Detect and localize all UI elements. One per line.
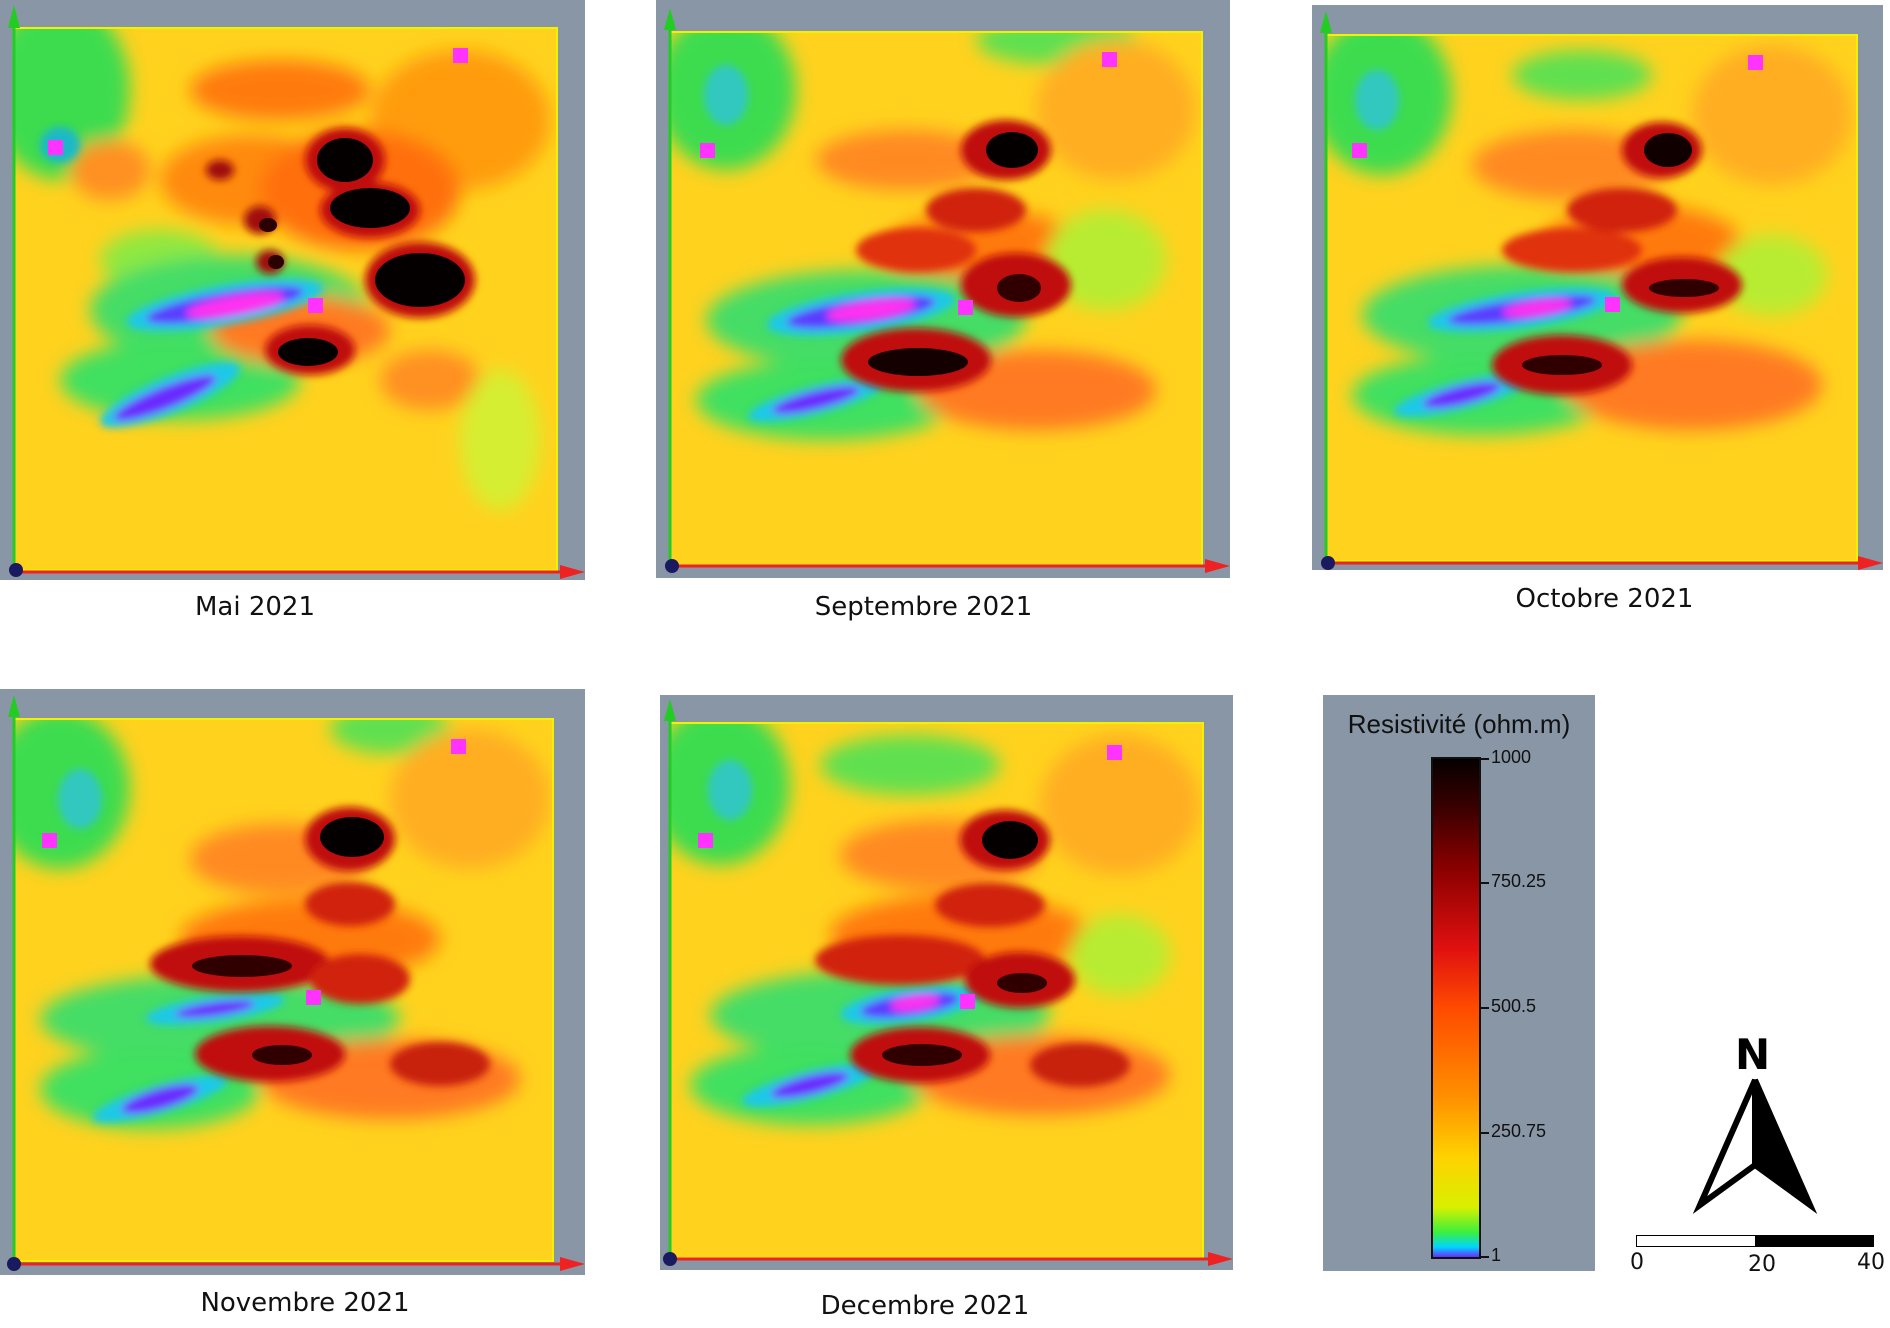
legend-color-ramp [1431,757,1481,1259]
resistivity-map-novembre [7,695,585,1271]
panel-caption-septembre: Septembre 2021 [814,592,1033,622]
resistivity-map-octobre [1320,11,1883,570]
legend-tick-mark [1479,882,1489,884]
scale-bar [1636,1235,1874,1247]
legend-tick-label: 500.5 [1491,996,1537,1016]
resistivity-map-septembre [664,8,1230,573]
legend-tick-mark [1479,1007,1489,1009]
scale-bar-segment-white [1637,1236,1755,1246]
legend-tick-label: 750.25 [1491,871,1547,891]
map-panel-decembre [660,695,1233,1270]
legend-tick-mark [1479,1256,1489,1258]
map-panel-octobre [1312,5,1883,570]
scale-bar-segment-black [1755,1236,1873,1246]
scale-label-end: 40 [1857,1250,1885,1275]
resistivity-map-decembre [663,699,1233,1266]
legend-tick-label: 250.75 [1491,1121,1547,1141]
scale-label-mid: 20 [1748,1252,1776,1277]
north-label: N [1735,1030,1771,1079]
panel-caption-octobre: Octobre 2021 [1515,584,1694,614]
panel-caption-decembre: Decembre 2021 [820,1291,1030,1321]
resistivity-legend: Resistivité (ohm.m) 1000 750.25 500.5 25… [1323,695,1595,1271]
map-panel-novembre [0,689,585,1275]
north-arrow-icon [1692,1078,1818,1214]
panel-caption-novembre: Novembre 2021 [200,1288,410,1318]
legend-tick-mark [1479,1132,1489,1134]
panel-caption-mai: Mai 2021 [194,592,316,622]
legend-tick-label: 1000 [1491,747,1532,767]
map-panel-mai [0,0,585,580]
resistivity-map-mai [8,5,585,579]
legend-title: Resistivité (ohm.m) [1347,709,1571,739]
legend-tick-mark [1479,758,1489,760]
map-panel-septembre [656,0,1230,578]
legend-tick-label: 1 [1491,1245,1502,1265]
scale-label-start: 0 [1630,1250,1644,1275]
